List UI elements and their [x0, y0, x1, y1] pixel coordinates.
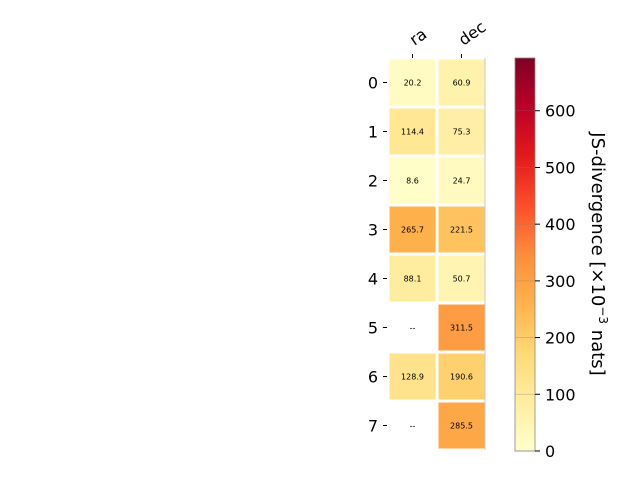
cell-value-label-7-0: -- — [410, 422, 416, 431]
row-label-3: 3 — [368, 221, 378, 240]
heatmap-grid: 20.2 60.9 114.4 75.3 8.6 24.7 265.7 221.5 88.1 50… — [389, 58, 486, 450]
colorbar-tick-label-300: 300 — [545, 272, 576, 291]
cell-value-label-0-1: 60.9 — [453, 79, 471, 88]
heatmap-cell-5-1 — [438, 304, 485, 351]
cell-value-label-2-0: 8.6 — [406, 177, 419, 186]
cell-value-label-5-0: -- — [410, 324, 416, 333]
cell-value-label-1-0: 114.4 — [401, 128, 424, 137]
colorbar-tick-label-500: 500 — [545, 158, 576, 177]
heatmap-cell-1-1 — [438, 108, 485, 155]
colorbar-tick-label-100: 100 — [545, 385, 576, 404]
heatmap-cell-4-1 — [438, 255, 485, 302]
column-label-ra: ra — [406, 24, 430, 49]
row-label-5: 5 — [368, 319, 378, 338]
colorbar-tick-label-0: 0 — [545, 442, 555, 461]
cell-value-label-4-0: 88.1 — [404, 275, 422, 284]
row-label-6: 6 — [368, 368, 378, 387]
colorbar-ticks: 0 100 200 300 400 500 600 — [515, 102, 576, 461]
colorbar-gradient — [514, 57, 536, 452]
cell-value-label-5-1: 311.5 — [450, 324, 473, 333]
colorbar: 0 100 200 300 400 500 600 JS-divergence [×10−3… — [514, 57, 610, 461]
row-label-4: 4 — [368, 270, 378, 289]
column-labels: ra dec — [406, 17, 489, 58]
heatmap-cell-0-0 — [389, 59, 436, 106]
heatmap-cell-3-1 — [438, 206, 485, 253]
heatmap-cell-6-0 — [389, 353, 436, 400]
cell-value-label-7-1: 285.5 — [450, 422, 473, 431]
cell-value-label-2-1: 24.7 — [453, 177, 471, 186]
colorbar-label: JS-divergence [×10−3 nats] — [587, 131, 610, 375]
row-label-0: 0 — [368, 74, 378, 93]
column-label-dec: dec — [455, 17, 489, 49]
heatmap-cell-3-0 — [389, 206, 436, 253]
heatmap-cell-0-1 — [438, 59, 485, 106]
heatmap-cell-2-0 — [389, 157, 436, 204]
cell-value-label-6-1: 190.6 — [450, 373, 473, 382]
cell-value-label-1-1: 75.3 — [453, 128, 471, 137]
cell-value-label-3-1: 221.5 — [450, 226, 473, 235]
row-label-2: 2 — [368, 172, 378, 191]
cell-value-label-3-0: 265.7 — [401, 226, 424, 235]
colorbar-tick-label-600: 600 — [545, 102, 576, 121]
cell-value-label-0-0: 20.2 — [404, 79, 422, 88]
heatmap-cell-7-1 — [438, 402, 485, 449]
heatmap-cell-6-1 — [438, 353, 485, 400]
cell-value-label-4-1: 50.7 — [453, 275, 471, 284]
colorbar-tick-label-400: 400 — [545, 215, 576, 234]
colorbar-tick-label-200: 200 — [545, 329, 576, 348]
row-label-7: 7 — [368, 417, 378, 436]
row-labels: 0 1 2 3 4 5 6 7 — [368, 74, 387, 436]
heatmap-cell-4-0 — [389, 255, 436, 302]
row-label-1: 1 — [368, 123, 378, 142]
cell-value-label-6-0: 128.9 — [401, 373, 424, 382]
heatmap-cell-1-0 — [389, 108, 436, 155]
heatmap-cell-2-1 — [438, 157, 485, 204]
